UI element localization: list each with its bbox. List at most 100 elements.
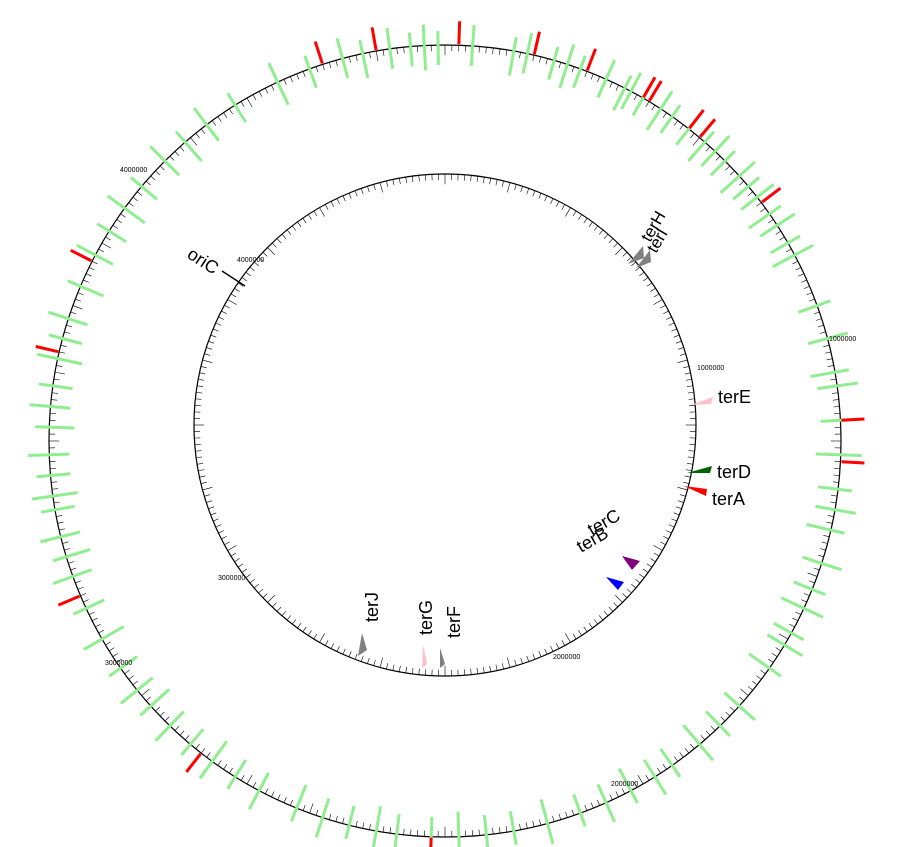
outer-tick — [116, 219, 122, 224]
outer-tick — [355, 820, 358, 827]
red-feature-bar — [35, 345, 59, 354]
outer-tick — [83, 279, 89, 283]
red-feature-bar — [185, 752, 202, 773]
outer-tick-label-2000000: 2000000 — [611, 781, 638, 788]
outer-tick — [832, 399, 839, 401]
inner-tick — [286, 229, 292, 235]
inner-tick — [354, 653, 358, 660]
inner-tick — [598, 229, 604, 235]
green-feature-bar — [198, 740, 229, 780]
outer-tick — [164, 716, 170, 722]
green-feature-bar — [482, 814, 490, 847]
inner-tick — [675, 506, 682, 510]
inner-tick — [267, 247, 275, 255]
outer-tick — [124, 669, 130, 675]
outer-tick — [206, 752, 211, 758]
outer-tick — [302, 71, 306, 78]
outer-tick — [673, 756, 679, 762]
outer-tick — [159, 165, 165, 171]
terJ-label: terJ — [362, 592, 382, 622]
outer-tick — [747, 191, 753, 196]
red-feature-bar — [761, 187, 782, 204]
outer-tick — [362, 822, 365, 829]
outer-tick — [492, 828, 494, 835]
outer-tick — [478, 829, 480, 836]
outer-tick — [271, 791, 275, 798]
outer-tick — [51, 399, 58, 401]
inner-tick — [598, 615, 604, 621]
inner-tick — [386, 663, 389, 670]
outer-tick — [223, 112, 228, 118]
green-feature-bar — [421, 24, 428, 71]
outer-tick — [258, 91, 263, 97]
green-feature-bar — [780, 596, 824, 619]
inner-tick — [373, 184, 376, 191]
green-feature-bar — [508, 811, 518, 846]
inner-tick-label-2000000: 2000000 — [553, 654, 580, 661]
inner-tick — [418, 175, 420, 182]
outer-tick — [478, 46, 480, 53]
inner-tick — [245, 573, 251, 579]
outer-tick — [315, 66, 319, 73]
inner-tick — [215, 322, 222, 326]
inner-tick — [561, 640, 566, 646]
inner-tick — [532, 653, 536, 660]
outer-tick — [246, 97, 253, 108]
inner-tick — [685, 469, 692, 472]
outer-tick — [62, 541, 69, 544]
outer-tick — [59, 528, 66, 531]
red-feature-bar — [841, 417, 865, 422]
outer-tick — [155, 706, 160, 712]
terC-marker — [622, 556, 640, 570]
green-feature-bar — [740, 183, 775, 211]
inner-tick — [635, 578, 641, 584]
inner-tick — [578, 214, 582, 220]
outer-tick — [174, 726, 180, 731]
inner-tick — [686, 463, 693, 465]
inner-tick — [202, 359, 213, 363]
inner-tick — [565, 207, 571, 217]
inner-tick — [489, 665, 492, 672]
outer-tick — [211, 120, 217, 126]
green-feature-bar — [358, 39, 370, 79]
red-feature-bar — [457, 21, 462, 45]
green-feature-bar — [119, 676, 154, 705]
outer-tick — [778, 633, 789, 640]
outer-tick — [813, 567, 820, 571]
inner-tick — [253, 583, 259, 589]
inner-tick — [253, 261, 259, 267]
outer-tick — [558, 62, 562, 69]
outer-tick — [283, 79, 287, 85]
outer-tick — [505, 49, 508, 56]
inner-tick — [218, 316, 224, 320]
outer-tick — [519, 823, 521, 830]
green-feature-bar — [436, 31, 440, 66]
terH-marker — [628, 246, 644, 264]
inner-tick — [267, 595, 275, 603]
outer-tick — [545, 58, 548, 65]
inner-ring — [193, 173, 697, 677]
outer-tick — [824, 351, 831, 354]
inner-tick — [668, 322, 675, 326]
inner-tick — [687, 391, 694, 394]
inner-tick — [367, 186, 370, 193]
inner-tick — [262, 593, 268, 598]
inner-tick — [281, 233, 287, 239]
outer-tick — [798, 273, 805, 277]
outer-tick — [51, 481, 58, 483]
inner-tick — [683, 481, 690, 484]
outer-tick — [229, 108, 233, 115]
inner-tick — [631, 583, 637, 589]
terE-label: terE — [718, 387, 751, 407]
inner-tick — [608, 606, 614, 612]
inner-tick — [230, 293, 237, 298]
green-feature-bar — [558, 43, 576, 89]
green-feature-bar — [797, 299, 831, 314]
inner-tick — [476, 667, 479, 674]
green-feature-bar — [802, 555, 843, 572]
outer-tick — [558, 813, 562, 820]
inner-tick — [677, 500, 684, 503]
red-feature-bar — [532, 31, 541, 55]
green-feature-bar — [507, 36, 518, 76]
green-feature-bar — [108, 655, 138, 678]
